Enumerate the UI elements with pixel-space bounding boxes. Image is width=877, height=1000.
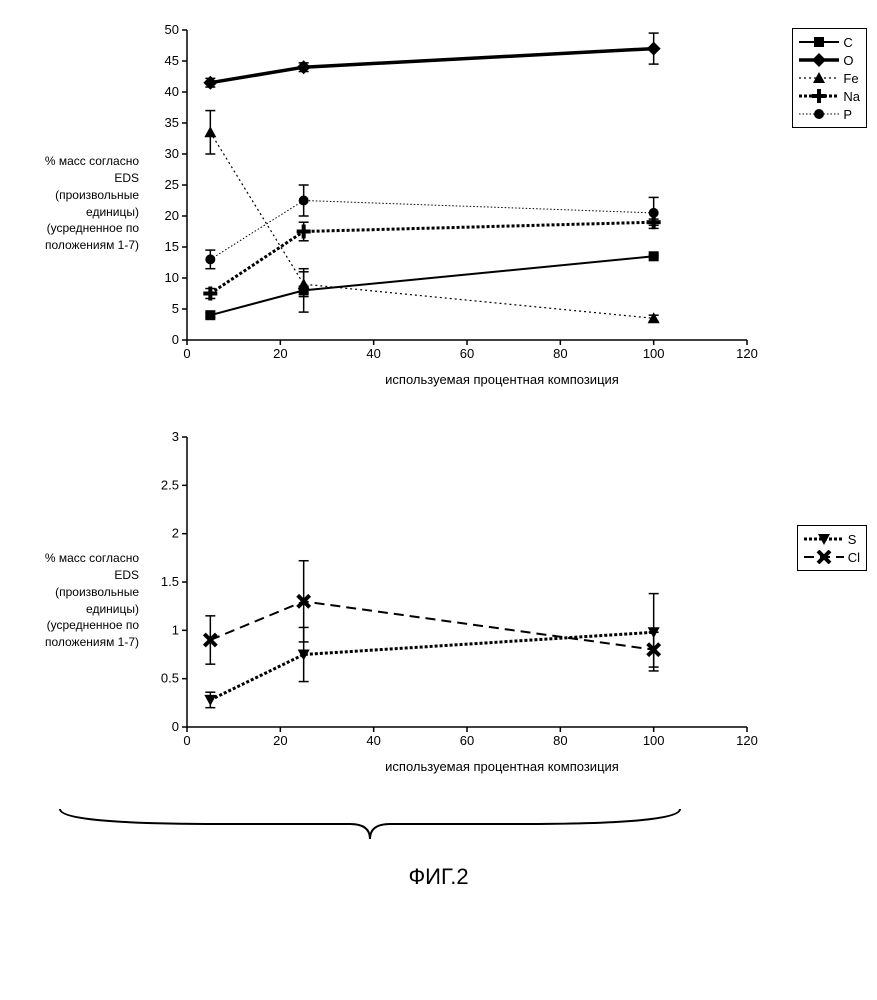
svg-text:0.5: 0.5 bbox=[161, 671, 179, 686]
legend-label: Fe bbox=[843, 71, 858, 86]
svg-text:0: 0 bbox=[172, 719, 179, 734]
legend-label: Na bbox=[843, 89, 860, 104]
brace bbox=[20, 804, 857, 854]
legend-item-Na: Na bbox=[799, 87, 860, 105]
legend-label: S bbox=[848, 532, 857, 547]
legend-label: C bbox=[843, 35, 852, 50]
svg-text:40: 40 bbox=[165, 84, 179, 99]
legend-item-P: P bbox=[799, 105, 860, 123]
chart2-legend: S Cl bbox=[797, 525, 867, 571]
chart1-legend: CO Fe Na P bbox=[792, 28, 867, 128]
svg-text:60: 60 bbox=[460, 733, 474, 748]
figure-container: % масс согласно EDS (произвольные единиц… bbox=[20, 20, 857, 890]
ylabel-line: % масс согласно EDS bbox=[20, 153, 139, 187]
figure-label: ФИГ.2 bbox=[20, 864, 857, 890]
svg-text:1.5: 1.5 bbox=[161, 574, 179, 589]
svg-text:100: 100 bbox=[643, 733, 665, 748]
svg-text:0: 0 bbox=[183, 733, 190, 748]
svg-text:40: 40 bbox=[366, 733, 380, 748]
svg-text:50: 50 bbox=[165, 22, 179, 37]
legend-label: P bbox=[843, 107, 852, 122]
svg-text:1: 1 bbox=[172, 622, 179, 637]
svg-text:5: 5 bbox=[172, 301, 179, 316]
svg-text:40: 40 bbox=[366, 346, 380, 361]
chart1-ylabel: % масс согласно EDS (произвольные единиц… bbox=[20, 153, 147, 254]
ylabel-line: положениям 1-7) bbox=[20, 237, 139, 254]
svg-text:20: 20 bbox=[273, 733, 287, 748]
ylabel-line: (произвольные единицы) bbox=[20, 584, 139, 618]
svg-text:30: 30 bbox=[165, 146, 179, 161]
ylabel-line: % масс согласно EDS bbox=[20, 550, 139, 584]
chart2-block: % масс согласно EDS (произвольные единиц… bbox=[20, 427, 857, 774]
chart1-plot: 0 5 10 15 20 25 30 35 40 45 50 0 20 40 60 80 100 120 испо… bbox=[147, 20, 857, 387]
ylabel-line: положениям 1-7) bbox=[20, 634, 139, 651]
chart2-svg: 0 0.5 1 1.5 2 2.5 3 0 20 40 60 80 100 120 bbox=[147, 427, 857, 757]
svg-text:120: 120 bbox=[736, 733, 758, 748]
ylabel-line: (произвольные единицы) bbox=[20, 187, 139, 221]
legend-item-S: S bbox=[804, 530, 860, 548]
svg-text:2.5: 2.5 bbox=[161, 477, 179, 492]
svg-text:35: 35 bbox=[165, 115, 179, 130]
svg-text:25: 25 bbox=[165, 177, 179, 192]
ylabel-line: (усредненное по bbox=[20, 220, 139, 237]
legend-item-C: C bbox=[799, 33, 860, 51]
svg-text:20: 20 bbox=[273, 346, 287, 361]
svg-text:0: 0 bbox=[183, 346, 190, 361]
brace-svg bbox=[20, 804, 720, 854]
svg-text:80: 80 bbox=[553, 346, 567, 361]
svg-text:80: 80 bbox=[553, 733, 567, 748]
legend-item-Fe: Fe bbox=[799, 69, 860, 87]
svg-text:45: 45 bbox=[165, 53, 179, 68]
svg-text:120: 120 bbox=[736, 346, 758, 361]
svg-text:2: 2 bbox=[172, 526, 179, 541]
chart2-plot: 0 0.5 1 1.5 2 2.5 3 0 20 40 60 80 100 120 используема… bbox=[147, 427, 857, 774]
svg-text:10: 10 bbox=[165, 270, 179, 285]
svg-text:60: 60 bbox=[460, 346, 474, 361]
ylabel-line: (усредненное по bbox=[20, 617, 139, 634]
legend-label: O bbox=[843, 53, 853, 68]
svg-text:100: 100 bbox=[643, 346, 665, 361]
chart1-block: % масс согласно EDS (произвольные единиц… bbox=[20, 20, 857, 387]
chart2-xlabel: используемая процентная композиция bbox=[147, 759, 857, 774]
chart2-ylabel: % масс согласно EDS (произвольные единиц… bbox=[20, 550, 147, 651]
legend-label: Cl bbox=[848, 550, 860, 565]
svg-text:20: 20 bbox=[165, 208, 179, 223]
legend-item-O: O bbox=[799, 51, 860, 69]
svg-text:15: 15 bbox=[165, 239, 179, 254]
svg-text:0: 0 bbox=[172, 332, 179, 347]
svg-text:3: 3 bbox=[172, 429, 179, 444]
legend-item-Cl: Cl bbox=[804, 548, 860, 566]
chart1-svg: 0 5 10 15 20 25 30 35 40 45 50 0 20 40 60 80 100 120 bbox=[147, 20, 857, 370]
chart1-xlabel: используемая процентная композиция bbox=[147, 372, 857, 387]
